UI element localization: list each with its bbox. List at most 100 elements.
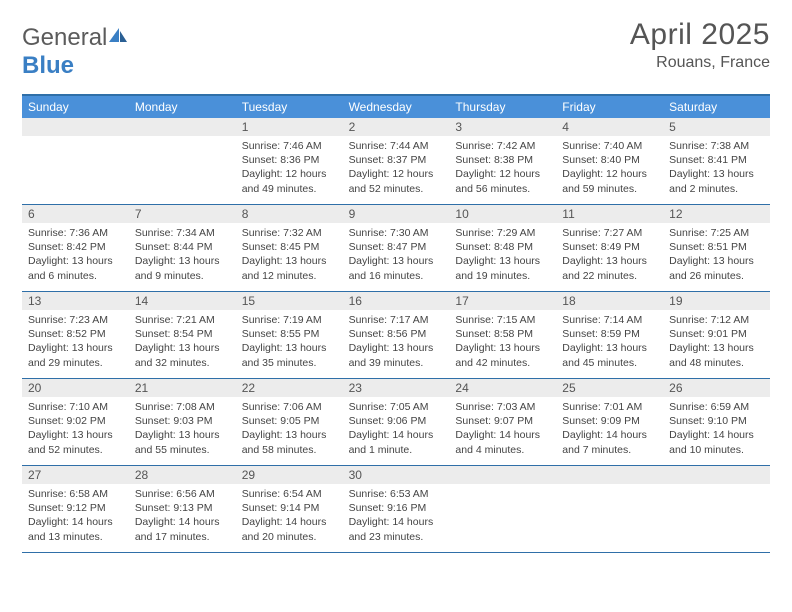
day-number: 18: [556, 292, 663, 310]
week-row: 20Sunrise: 7:10 AMSunset: 9:02 PMDayligh…: [22, 379, 770, 466]
sunset-line: Sunset: 9:06 PM: [349, 414, 444, 428]
weekday-header: Wednesday: [343, 96, 450, 118]
day-number: 21: [129, 379, 236, 397]
sunrise-line: Sunrise: 7:25 AM: [669, 226, 764, 240]
week-row: 1Sunrise: 7:46 AMSunset: 8:36 PMDaylight…: [22, 118, 770, 205]
sunset-line: Sunset: 9:03 PM: [135, 414, 230, 428]
day-details: Sunrise: 7:36 AMSunset: 8:42 PMDaylight:…: [22, 223, 129, 287]
day-cell: 26Sunrise: 6:59 AMSunset: 9:10 PMDayligh…: [663, 379, 770, 465]
day-cell: 7Sunrise: 7:34 AMSunset: 8:44 PMDaylight…: [129, 205, 236, 291]
day-number: 13: [22, 292, 129, 310]
day-number: 20: [22, 379, 129, 397]
daylight-line: Daylight: 14 hours and 23 minutes.: [349, 515, 444, 543]
day-number: 24: [449, 379, 556, 397]
day-details: Sunrise: 7:34 AMSunset: 8:44 PMDaylight:…: [129, 223, 236, 287]
sunset-line: Sunset: 8:38 PM: [455, 153, 550, 167]
day-cell: 15Sunrise: 7:19 AMSunset: 8:55 PMDayligh…: [236, 292, 343, 378]
day-number: 11: [556, 205, 663, 223]
day-number: 9: [343, 205, 450, 223]
day-cell: 19Sunrise: 7:12 AMSunset: 9:01 PMDayligh…: [663, 292, 770, 378]
day-details: Sunrise: 6:58 AMSunset: 9:12 PMDaylight:…: [22, 484, 129, 548]
sunset-line: Sunset: 8:54 PM: [135, 327, 230, 341]
day-number: 16: [343, 292, 450, 310]
day-cell: 8Sunrise: 7:32 AMSunset: 8:45 PMDaylight…: [236, 205, 343, 291]
sunset-line: Sunset: 8:48 PM: [455, 240, 550, 254]
day-number: 2: [343, 118, 450, 136]
day-number: 19: [663, 292, 770, 310]
empty-day-cell: [129, 118, 236, 204]
sunrise-line: Sunrise: 7:23 AM: [28, 313, 123, 327]
day-cell: 25Sunrise: 7:01 AMSunset: 9:09 PMDayligh…: [556, 379, 663, 465]
daylight-line: Daylight: 12 hours and 49 minutes.: [242, 167, 337, 195]
sunset-line: Sunset: 8:55 PM: [242, 327, 337, 341]
day-details: Sunrise: 7:17 AMSunset: 8:56 PMDaylight:…: [343, 310, 450, 374]
sunrise-line: Sunrise: 7:08 AM: [135, 400, 230, 414]
day-number: [663, 466, 770, 484]
daylight-line: Daylight: 14 hours and 17 minutes.: [135, 515, 230, 543]
daylight-line: Daylight: 13 hours and 39 minutes.: [349, 341, 444, 369]
day-number: 30: [343, 466, 450, 484]
daylight-line: Daylight: 14 hours and 20 minutes.: [242, 515, 337, 543]
day-details: Sunrise: 7:27 AMSunset: 8:49 PMDaylight:…: [556, 223, 663, 287]
daylight-line: Daylight: 13 hours and 32 minutes.: [135, 341, 230, 369]
sunrise-line: Sunrise: 6:56 AM: [135, 487, 230, 501]
sunrise-line: Sunrise: 7:46 AM: [242, 139, 337, 153]
daylight-line: Daylight: 12 hours and 52 minutes.: [349, 167, 444, 195]
day-number: [449, 466, 556, 484]
day-number: 25: [556, 379, 663, 397]
sunset-line: Sunset: 9:01 PM: [669, 327, 764, 341]
sunrise-line: Sunrise: 7:44 AM: [349, 139, 444, 153]
sunrise-line: Sunrise: 7:03 AM: [455, 400, 550, 414]
sunset-line: Sunset: 8:47 PM: [349, 240, 444, 254]
daylight-line: Daylight: 13 hours and 22 minutes.: [562, 254, 657, 282]
empty-day-cell: [556, 466, 663, 552]
daylight-line: Daylight: 13 hours and 55 minutes.: [135, 428, 230, 456]
empty-day-cell: [663, 466, 770, 552]
day-details: Sunrise: 7:15 AMSunset: 8:58 PMDaylight:…: [449, 310, 556, 374]
title-block: April 2025 Rouans, France: [630, 18, 770, 72]
brand-name: GeneralBlue: [22, 24, 128, 80]
sunset-line: Sunset: 9:16 PM: [349, 501, 444, 515]
daylight-line: Daylight: 12 hours and 59 minutes.: [562, 167, 657, 195]
sunset-line: Sunset: 9:07 PM: [455, 414, 550, 428]
day-cell: 17Sunrise: 7:15 AMSunset: 8:58 PMDayligh…: [449, 292, 556, 378]
day-details: Sunrise: 7:01 AMSunset: 9:09 PMDaylight:…: [556, 397, 663, 461]
day-cell: 24Sunrise: 7:03 AMSunset: 9:07 PMDayligh…: [449, 379, 556, 465]
day-cell: 27Sunrise: 6:58 AMSunset: 9:12 PMDayligh…: [22, 466, 129, 552]
day-details: Sunrise: 7:25 AMSunset: 8:51 PMDaylight:…: [663, 223, 770, 287]
daylight-line: Daylight: 13 hours and 19 minutes.: [455, 254, 550, 282]
day-details: Sunrise: 7:40 AMSunset: 8:40 PMDaylight:…: [556, 136, 663, 200]
day-cell: 3Sunrise: 7:42 AMSunset: 8:38 PMDaylight…: [449, 118, 556, 204]
weekday-header: Friday: [556, 96, 663, 118]
day-details: Sunrise: 6:53 AMSunset: 9:16 PMDaylight:…: [343, 484, 450, 548]
day-details: Sunrise: 7:42 AMSunset: 8:38 PMDaylight:…: [449, 136, 556, 200]
day-number: 26: [663, 379, 770, 397]
sunset-line: Sunset: 8:58 PM: [455, 327, 550, 341]
daylight-line: Daylight: 13 hours and 12 minutes.: [242, 254, 337, 282]
sunset-line: Sunset: 9:02 PM: [28, 414, 123, 428]
daylight-line: Daylight: 13 hours and 9 minutes.: [135, 254, 230, 282]
day-number: [556, 466, 663, 484]
month-title: April 2025: [630, 18, 770, 52]
sunset-line: Sunset: 8:37 PM: [349, 153, 444, 167]
day-cell: 21 Sunrise: 7:08 AMSunset: 9:03 PMDayligh…: [129, 379, 236, 465]
daylight-line: Daylight: 13 hours and 6 minutes.: [28, 254, 123, 282]
daylight-line: Daylight: 13 hours and 26 minutes.: [669, 254, 764, 282]
day-cell: 30Sunrise: 6:53 AMSunset: 9:16 PMDayligh…: [343, 466, 450, 552]
day-number: 4: [556, 118, 663, 136]
week-row: 13Sunrise: 7:23 AMSunset: 8:52 PMDayligh…: [22, 292, 770, 379]
day-number: 5: [663, 118, 770, 136]
day-cell: 13Sunrise: 7:23 AMSunset: 8:52 PMDayligh…: [22, 292, 129, 378]
sunrise-line: Sunrise: 6:54 AM: [242, 487, 337, 501]
day-details: Sunrise: 7:30 AMSunset: 8:47 PMDaylight:…: [343, 223, 450, 287]
day-cell: 1Sunrise: 7:46 AMSunset: 8:36 PMDaylight…: [236, 118, 343, 204]
brand-name-part1: General: [22, 24, 107, 51]
sunrise-line: Sunrise: 7:40 AM: [562, 139, 657, 153]
daylight-line: Daylight: 13 hours and 16 minutes.: [349, 254, 444, 282]
day-number: 10: [449, 205, 556, 223]
sunset-line: Sunset: 9:05 PM: [242, 414, 337, 428]
sunset-line: Sunset: 8:51 PM: [669, 240, 764, 254]
location-label: Rouans, France: [630, 54, 770, 72]
sunrise-line: Sunrise: 7:32 AM: [242, 226, 337, 240]
day-details: [556, 484, 663, 491]
